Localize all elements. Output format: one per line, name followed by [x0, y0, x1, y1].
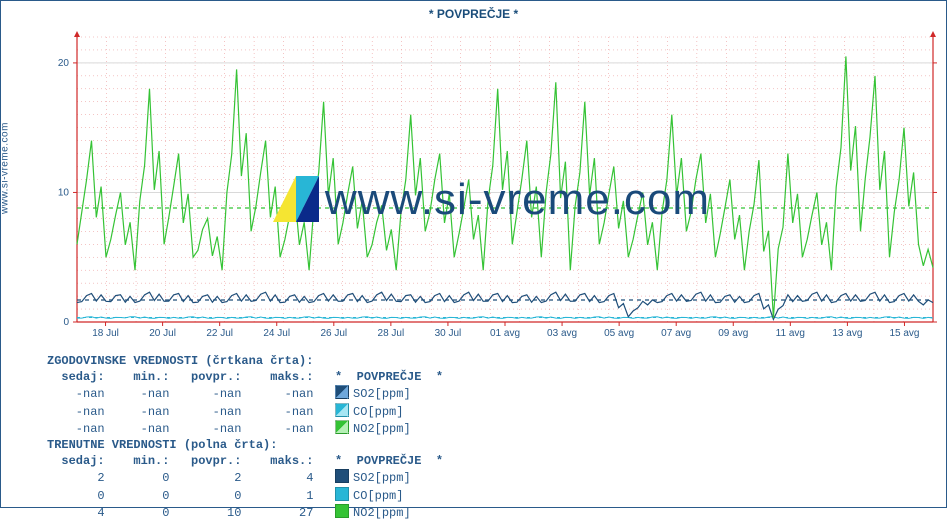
svg-text:10: 10: [58, 187, 70, 198]
svg-text:18 Jul: 18 Jul: [92, 328, 119, 339]
svg-text:24 Jul: 24 Jul: [263, 328, 290, 339]
svg-text:15 avg: 15 avg: [889, 328, 919, 339]
current-header: TRENUTNE VREDNOSTI (polna črta):: [47, 438, 277, 452]
svg-text:30 Jul: 30 Jul: [435, 328, 462, 339]
legend-row: -nan -nan -nan -nan: [47, 387, 335, 401]
svg-text:03 avg: 03 avg: [547, 328, 577, 339]
svg-text:0: 0: [63, 317, 69, 328]
legend-col-headers: sedaj: min.: povpr.: maks.: * POVPREČJE …: [47, 454, 443, 468]
svg-text:28 Jul: 28 Jul: [378, 328, 405, 339]
legend-label: SO2[ppm]: [353, 471, 411, 485]
svg-text:13 avg: 13 avg: [832, 328, 862, 339]
svg-text:20 Jul: 20 Jul: [149, 328, 176, 339]
svg-text:07 avg: 07 avg: [661, 328, 691, 339]
legend-swatch-icon: [335, 504, 349, 518]
svg-text:01 avg: 01 avg: [490, 328, 520, 339]
legend-label: CO[ppm]: [353, 489, 403, 503]
svg-text:05 avg: 05 avg: [604, 328, 634, 339]
legend-label: NO2[ppm]: [353, 422, 411, 436]
legend-swatch-icon: [335, 403, 349, 417]
legend-swatch-icon: [335, 385, 349, 399]
legend-label: SO2[ppm]: [353, 387, 411, 401]
historical-header: ZGODOVINSKE VREDNOSTI (črtkana črta):: [47, 354, 313, 368]
legend-row: 2 0 2 4: [47, 471, 335, 485]
legend-label: CO[ppm]: [353, 405, 403, 419]
legend-swatch-icon: [335, 420, 349, 434]
svg-text:09 avg: 09 avg: [718, 328, 748, 339]
legend-row: -nan -nan -nan -nan: [47, 422, 335, 436]
y-side-label: www.si-vreme.com: [0, 122, 11, 214]
chart-frame: { "chart": { "type": "line", "title": "*…: [0, 0, 947, 508]
svg-text:11 avg: 11 avg: [776, 328, 805, 339]
legend-row: 0 0 0 1: [47, 489, 335, 503]
legend-col-headers: sedaj: min.: povpr.: maks.: * POVPREČJE …: [47, 370, 443, 384]
chart-title: * POVPREČJE *: [5, 7, 942, 21]
svg-text:26 Jul: 26 Jul: [320, 328, 347, 339]
line-chart: 0 10 20 18 Jul 20 Jul 22 Jul 24 Jul 26 Jul 28 Ju…: [47, 25, 937, 345]
legend-row: -nan -nan -nan -nan: [47, 405, 335, 419]
svg-text:20: 20: [58, 58, 70, 69]
legend-tables: ZGODOVINSKE VREDNOSTI (črtkana črta): se…: [47, 353, 942, 521]
legend-swatch-icon: [335, 487, 349, 501]
svg-text:22 Jul: 22 Jul: [206, 328, 233, 339]
chart-area: 0 10 20 18 Jul 20 Jul 22 Jul 24 Jul 26 Jul 28 Ju…: [47, 25, 936, 345]
legend-swatch-icon: [335, 469, 349, 483]
